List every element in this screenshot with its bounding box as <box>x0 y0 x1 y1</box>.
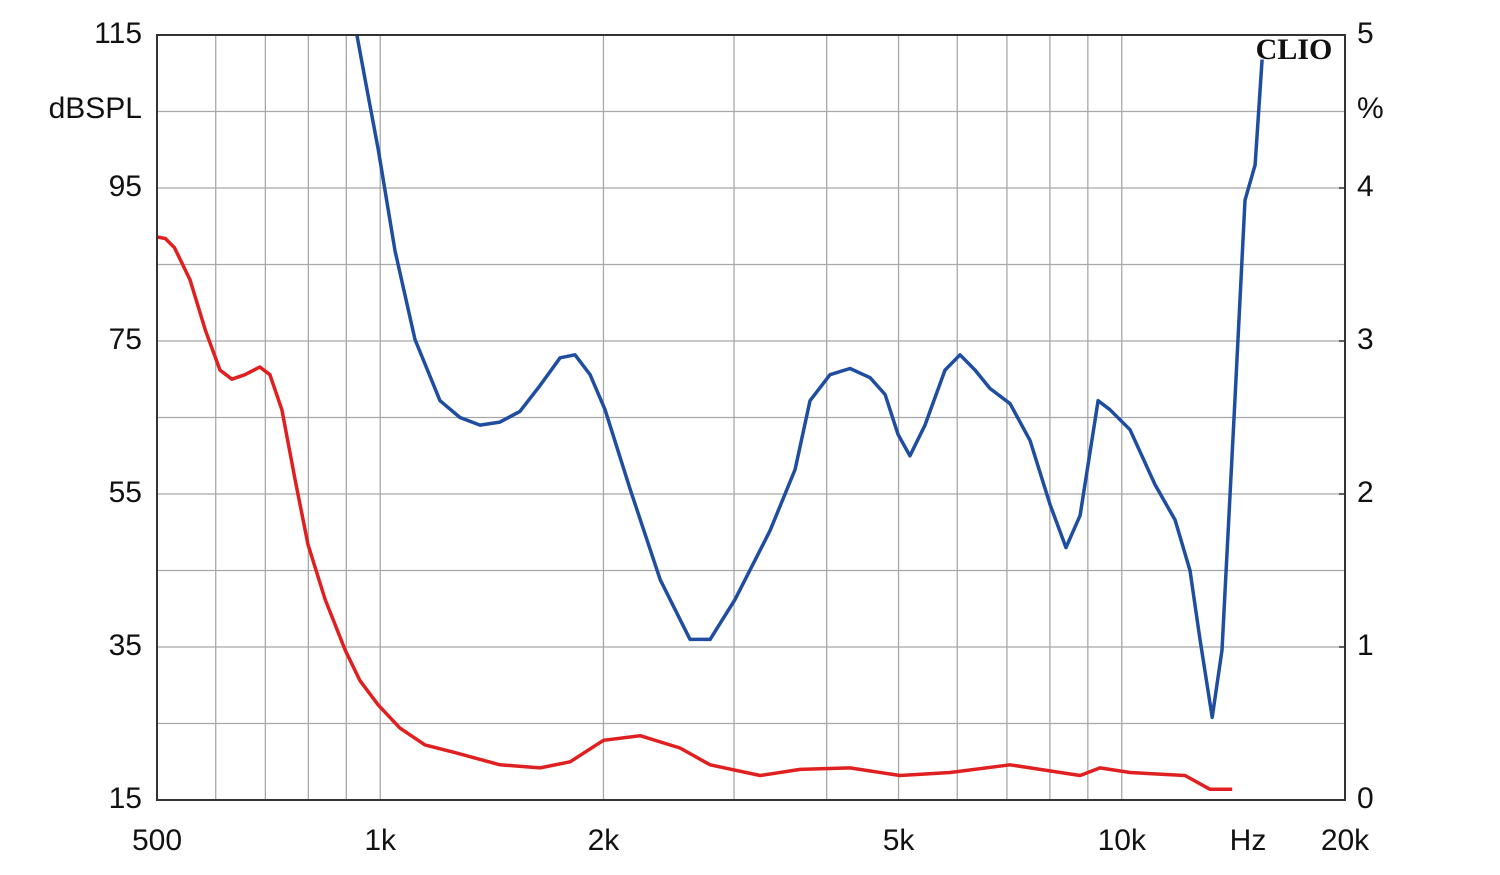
x-tick-label: 2k <box>588 824 621 857</box>
y-tick-label: 15 <box>109 782 142 815</box>
x-tick-label: 1k <box>364 824 397 857</box>
y-tick-label: 75 <box>109 323 142 356</box>
series-line <box>157 235 1233 792</box>
grid <box>156 34 1346 801</box>
y2-tick-label: 2 <box>1357 476 1374 509</box>
y2-tick-label: 1 <box>1357 629 1374 662</box>
x-tick-label: 20k <box>1321 824 1370 857</box>
series-line <box>355 35 1264 720</box>
y2-tick-label: 3 <box>1357 323 1374 356</box>
plot-area <box>157 35 1264 792</box>
plot-frame <box>156 34 1346 801</box>
y-axis-label: dBSPL <box>49 92 142 125</box>
y2-tick-label: 4 <box>1357 170 1374 203</box>
y-tick-label: 95 <box>109 170 142 203</box>
y2-tick-label: 0 <box>1357 782 1374 815</box>
y2-tick-label: 5 <box>1357 17 1374 50</box>
x-axis-label: Hz <box>1230 824 1267 857</box>
x-tick-label: 500 <box>132 824 182 857</box>
x-tick-label: 5k <box>883 824 916 857</box>
watermark: CLIO <box>1256 33 1333 66</box>
y2-axis-label: % <box>1357 92 1384 125</box>
y-tick-label: 115 <box>94 17 142 50</box>
x-tick-label: 10k <box>1098 824 1147 857</box>
y-tick-label: 35 <box>109 629 142 662</box>
y-tick-label: 55 <box>109 476 142 509</box>
